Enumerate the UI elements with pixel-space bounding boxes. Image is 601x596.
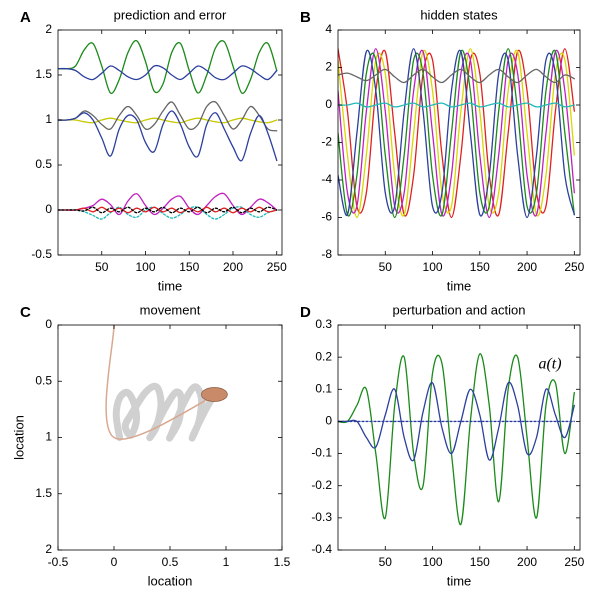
x-axis-label: location	[148, 573, 193, 588]
plot-area	[58, 39, 278, 220]
chart-title: prediction and error	[114, 7, 227, 22]
chart-title: movement	[140, 302, 201, 317]
x-tick-label: 150	[179, 260, 199, 274]
axes-box	[57, 29, 283, 256]
x-tick-label: 100	[423, 555, 443, 569]
series-line	[112, 382, 224, 442]
x-tick-label: 50	[379, 260, 393, 274]
series-line	[338, 381, 575, 462]
series-line	[58, 100, 278, 132]
y-tick-label: -8	[321, 247, 332, 261]
axes-box	[337, 324, 581, 551]
x-axis-label: time	[447, 573, 472, 588]
series-line	[338, 68, 575, 84]
y-tick-label: -6	[321, 210, 332, 224]
series-line	[338, 48, 575, 219]
chart-title: hidden states	[420, 7, 498, 22]
x-tick-label: 150	[470, 555, 490, 569]
y-tick-label: 0.3	[315, 317, 332, 331]
x-tick-label: 1.5	[274, 555, 291, 569]
plot-area	[338, 48, 575, 219]
y-tick-label: 0	[325, 414, 332, 428]
y-tick-label: 0	[45, 317, 52, 331]
x-tick-label: 150	[470, 260, 490, 274]
x-tick-label: 1	[223, 555, 230, 569]
series-line	[338, 48, 575, 219]
y-tick-label: 1	[45, 112, 52, 126]
panel-letter: B	[300, 9, 311, 26]
x-tick-label: 250	[564, 260, 584, 274]
x-tick-label: 100	[423, 260, 443, 274]
y-tick-label: -0.4	[311, 542, 332, 556]
y-tick-label: 0.1	[315, 381, 332, 395]
x-tick-label: 50	[95, 260, 109, 274]
x-tick-label: 250	[267, 260, 287, 274]
series-line	[58, 110, 278, 162]
y-tick-label: 0.2	[315, 349, 332, 363]
y-tick-label: 4	[325, 22, 332, 36]
y-tick-label: 1	[45, 430, 52, 444]
series-line	[105, 325, 222, 440]
x-tick-label: -0.5	[48, 555, 69, 569]
y-tick-label: -4	[321, 172, 332, 186]
y-tick-label: -0.5	[31, 247, 52, 261]
x-tick-label: 250	[564, 555, 584, 569]
x-tick-label: 100	[135, 260, 155, 274]
chart-title: perturbation and action	[393, 302, 526, 317]
hand	[201, 387, 228, 402]
y-tick-label: 1.5	[35, 67, 52, 81]
x-axis-label: time	[158, 278, 183, 293]
y-tick-label: 2	[45, 542, 52, 556]
plot-area	[338, 353, 575, 525]
series-line	[338, 48, 575, 219]
y-tick-label: 0	[45, 202, 52, 216]
series-line	[338, 48, 575, 219]
x-tick-label: 50	[379, 555, 393, 569]
x-tick-label: 200	[517, 555, 537, 569]
series-line	[338, 353, 575, 525]
series-line	[58, 39, 278, 94]
series-line	[338, 102, 575, 108]
series-line	[58, 192, 278, 216]
y-tick-label: 1.5	[35, 486, 52, 500]
x-tick-label: 200	[223, 260, 243, 274]
panel-letter: D	[300, 304, 311, 321]
series-line	[58, 117, 278, 124]
y-tick-label: 0	[325, 97, 332, 111]
y-axis-label: location	[11, 415, 26, 460]
plot-area	[105, 325, 228, 442]
annotation: a(t)	[538, 356, 561, 373]
y-tick-label: -2	[321, 135, 332, 149]
x-tick-label: 0.5	[162, 555, 179, 569]
y-tick-label: -0.2	[311, 478, 332, 492]
series-line	[338, 48, 575, 219]
y-tick-label: -0.3	[311, 510, 332, 524]
series-line	[58, 206, 278, 214]
x-axis-label: time	[447, 278, 472, 293]
series-line	[58, 64, 278, 81]
y-tick-label: 0.5	[35, 157, 52, 171]
panel-letter: C	[20, 304, 31, 321]
x-tick-label: 200	[517, 260, 537, 274]
y-tick-label: -0.1	[311, 446, 332, 460]
x-tick-label: 0	[111, 555, 118, 569]
panel-letter: A	[20, 9, 31, 26]
series-line	[58, 206, 278, 220]
y-tick-label: 0.5	[35, 373, 52, 387]
y-tick-label: 2	[45, 22, 52, 36]
y-tick-label: 2	[325, 60, 332, 74]
